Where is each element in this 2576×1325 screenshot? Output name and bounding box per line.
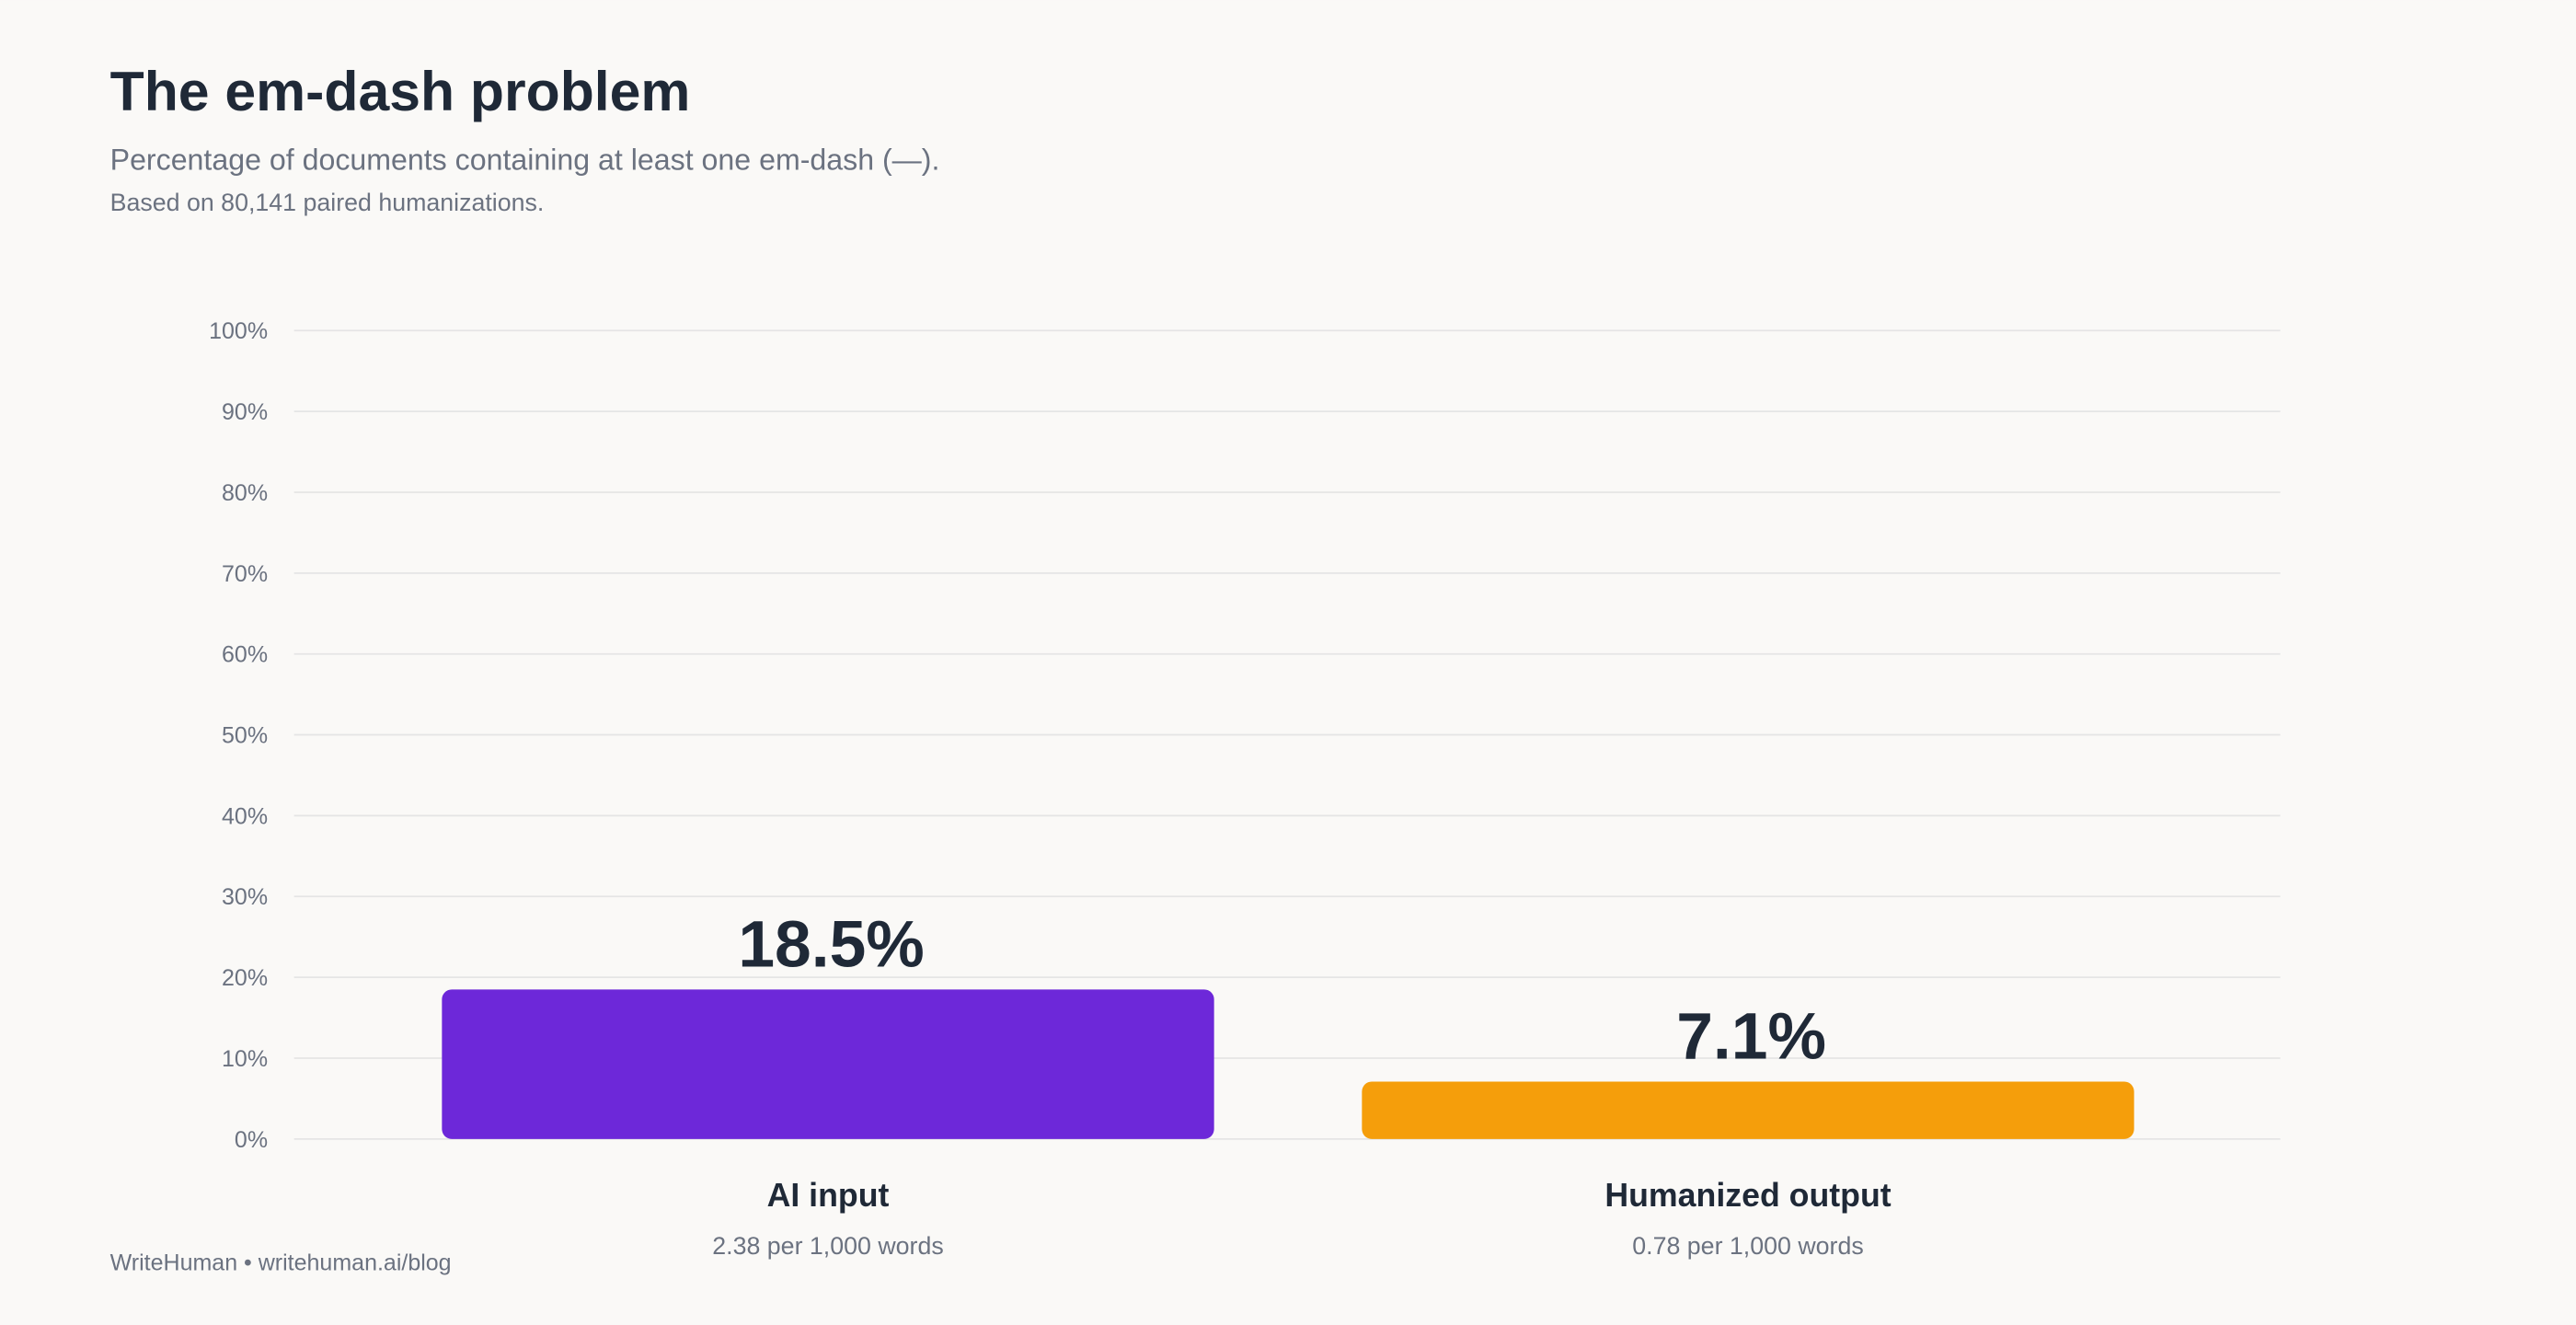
chart-subtitle: Percentage of documents containing at le…: [110, 143, 940, 176]
category-note: 2.38 per 1,000 words: [712, 1232, 943, 1260]
y-tick-label: 0%: [235, 1127, 268, 1153]
y-tick-label: 100%: [209, 318, 268, 344]
y-tick-label: 20%: [222, 965, 268, 991]
x-tick-label: Humanized output: [1604, 1177, 1891, 1214]
value-label: 7.1%: [1676, 999, 1826, 1073]
chart-note: Based on 80,141 paired humanizations.: [110, 189, 545, 216]
y-tick-label: 80%: [222, 480, 268, 506]
y-tick-label: 40%: [222, 803, 268, 829]
y-tick-label: 70%: [222, 561, 268, 587]
chart-title: The em-dash problem: [110, 60, 691, 122]
value-label: 18.5%: [738, 907, 924, 981]
y-tick-label: 60%: [222, 642, 268, 668]
x-tick-label: AI input: [767, 1177, 890, 1214]
y-tick-label: 10%: [222, 1046, 268, 1072]
y-tick-label: 90%: [222, 399, 268, 425]
bar: [1362, 1081, 2134, 1139]
y-tick-label: 50%: [222, 723, 268, 749]
bar: [442, 989, 1214, 1139]
footer: WriteHuman • writehuman.ai/blog: [110, 1250, 452, 1276]
category-note: 0.78 per 1,000 words: [1632, 1232, 1863, 1260]
y-tick-label: 30%: [222, 884, 268, 910]
